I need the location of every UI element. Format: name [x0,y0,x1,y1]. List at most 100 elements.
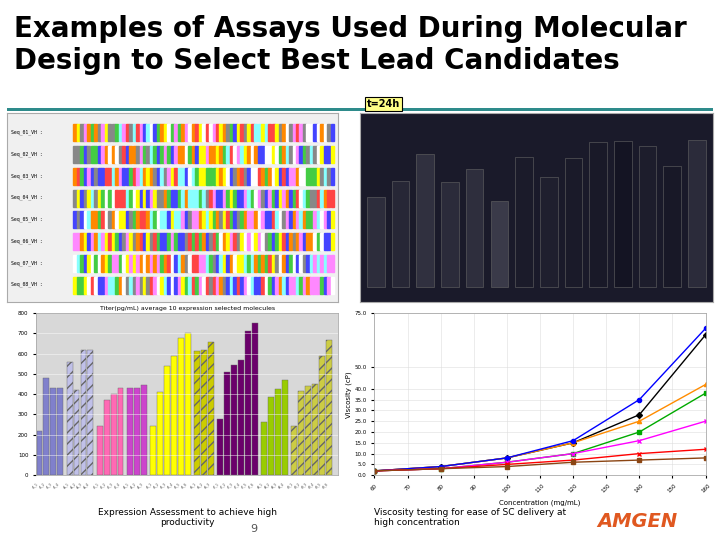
Bar [320,211,323,228]
Bar [132,124,135,141]
Bar [258,233,261,250]
Bar [174,190,177,207]
Bar [258,146,261,163]
Bar [300,190,302,207]
Bar [230,146,233,163]
Bar [81,350,86,475]
Bar [146,124,150,141]
Bar [240,276,243,294]
Bar [91,168,94,185]
Bar [146,190,150,207]
Bar [98,211,101,228]
Bar [84,146,87,163]
Bar [303,233,306,250]
Bar [73,233,76,250]
Bar [254,190,258,207]
Bar [188,168,192,185]
Bar [212,255,216,272]
Bar [188,233,192,250]
Bar [119,168,122,185]
Bar [161,233,163,250]
Bar [254,211,258,228]
Bar [227,190,230,207]
Bar [192,146,195,163]
Bar [112,211,115,228]
Bar [275,124,279,141]
Bar [392,181,410,287]
Bar [244,276,247,294]
Bar [153,276,156,294]
Bar [313,190,317,207]
Bar [178,255,181,272]
Bar [150,211,153,228]
Bar [167,168,171,185]
Bar [125,168,129,185]
Bar [279,255,282,272]
Bar [268,276,271,294]
Bar [233,190,237,207]
Bar [181,146,184,163]
Text: Sequence binning used to identify antibodies
with diversity and desirable attrib: Sequence binning used to identify antibo… [70,315,276,335]
Bar [136,255,139,272]
Bar [108,168,112,185]
Bar [271,190,275,207]
Bar [150,276,153,294]
Bar [248,255,251,272]
Bar [129,255,132,272]
Bar [212,233,216,250]
Bar [237,124,240,141]
Bar [248,168,251,185]
Bar [77,211,80,228]
Bar [77,255,80,272]
Bar [227,276,230,294]
Bar [296,255,299,272]
Text: s7_4: s7_4 [233,481,241,489]
Bar [199,276,202,294]
Bar [251,124,254,141]
Bar [258,124,261,141]
Bar [240,255,243,272]
Bar [223,211,226,228]
Bar [286,233,289,250]
Bar [102,211,104,228]
Bar [220,255,222,272]
Bar [136,233,139,250]
Bar [271,276,275,294]
Bar [254,168,258,185]
Bar [102,146,104,163]
Bar [119,276,122,294]
Bar [271,146,275,163]
Bar [223,190,226,207]
Text: s4_1: s4_1 [122,481,130,489]
Bar [171,255,174,272]
Bar [688,140,706,287]
Bar [303,146,306,163]
Bar [251,211,254,228]
Bar [466,169,484,287]
Text: s4_2: s4_2 [129,481,137,489]
Bar [289,190,292,207]
Bar [313,276,317,294]
Bar [254,255,258,272]
Bar [87,190,91,207]
Bar [223,124,226,141]
Bar [320,146,323,163]
Bar [188,146,192,163]
Bar [140,233,143,250]
Bar [330,211,334,228]
Bar [129,233,132,250]
Bar [167,233,171,250]
Bar [161,168,163,185]
Bar [282,233,285,250]
Bar [37,431,42,475]
Bar [87,233,91,250]
Bar [112,233,115,250]
Bar [233,276,237,294]
Bar [271,211,275,228]
Bar [305,386,311,475]
Text: s7_6: s7_6 [247,481,255,489]
Bar [94,168,97,185]
Bar [275,255,279,272]
Bar [292,276,296,294]
Bar [320,124,323,141]
